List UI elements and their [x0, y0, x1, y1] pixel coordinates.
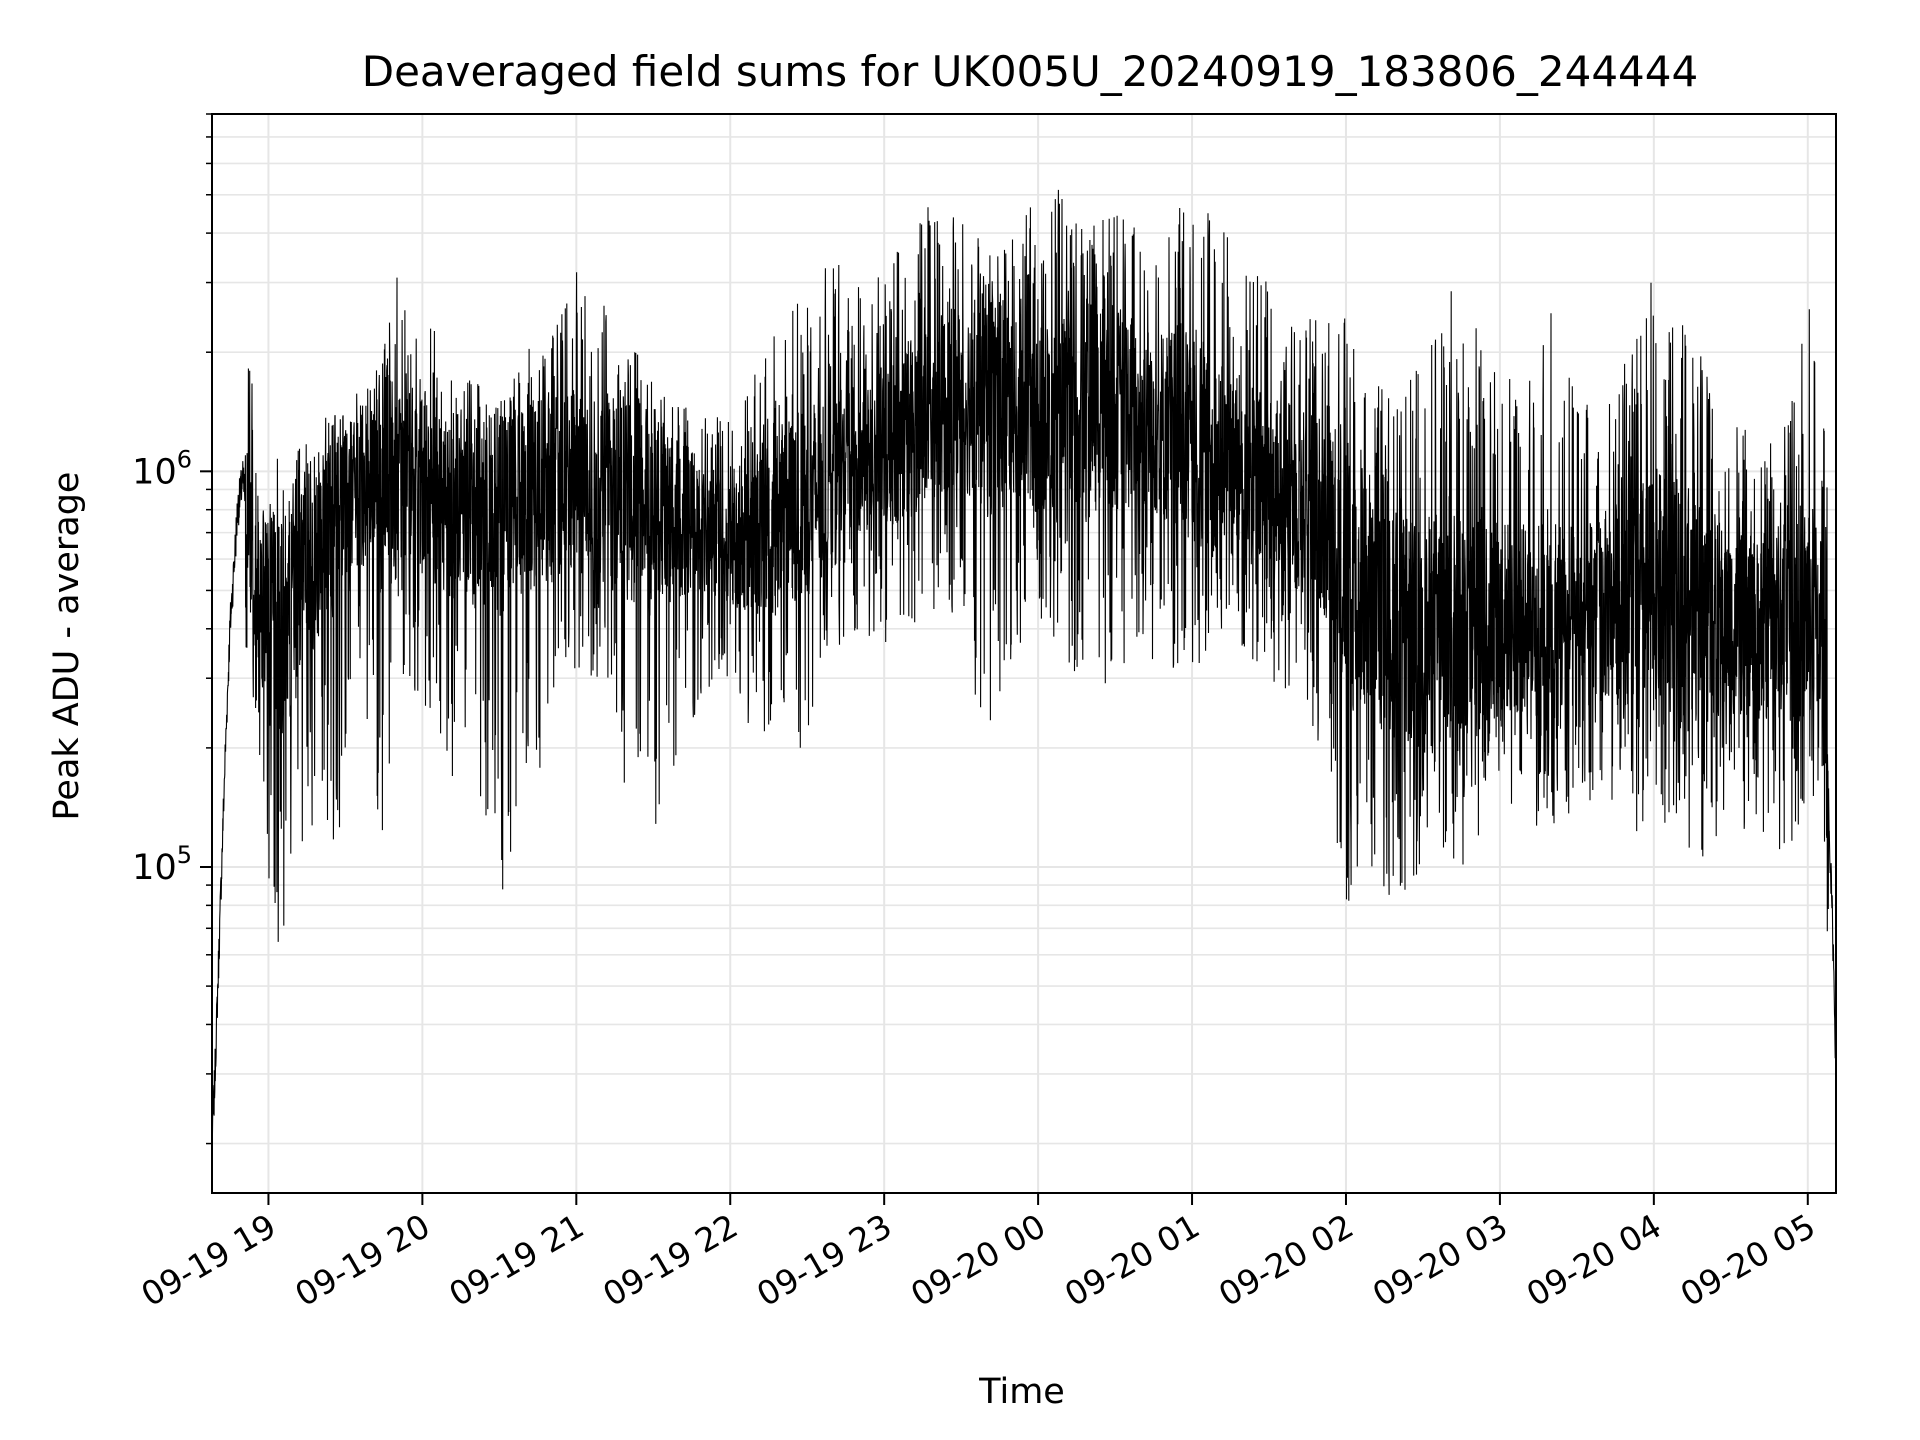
y-axis-ticks: 105 106: [132, 113, 212, 1145]
x-axis-label: Time: [978, 1372, 1065, 1412]
y-tick-label: 106: [132, 445, 192, 492]
y-axis-label: Peak ADU - average: [47, 472, 87, 821]
y-tick-label: 105: [132, 841, 192, 888]
series-line: [211, 189, 1837, 1147]
series-line-group: [211, 189, 1837, 1147]
plot-frame: [211, 113, 1837, 1194]
chart-title: Deaveraged field sums for UK005U_2024091…: [362, 47, 1698, 96]
